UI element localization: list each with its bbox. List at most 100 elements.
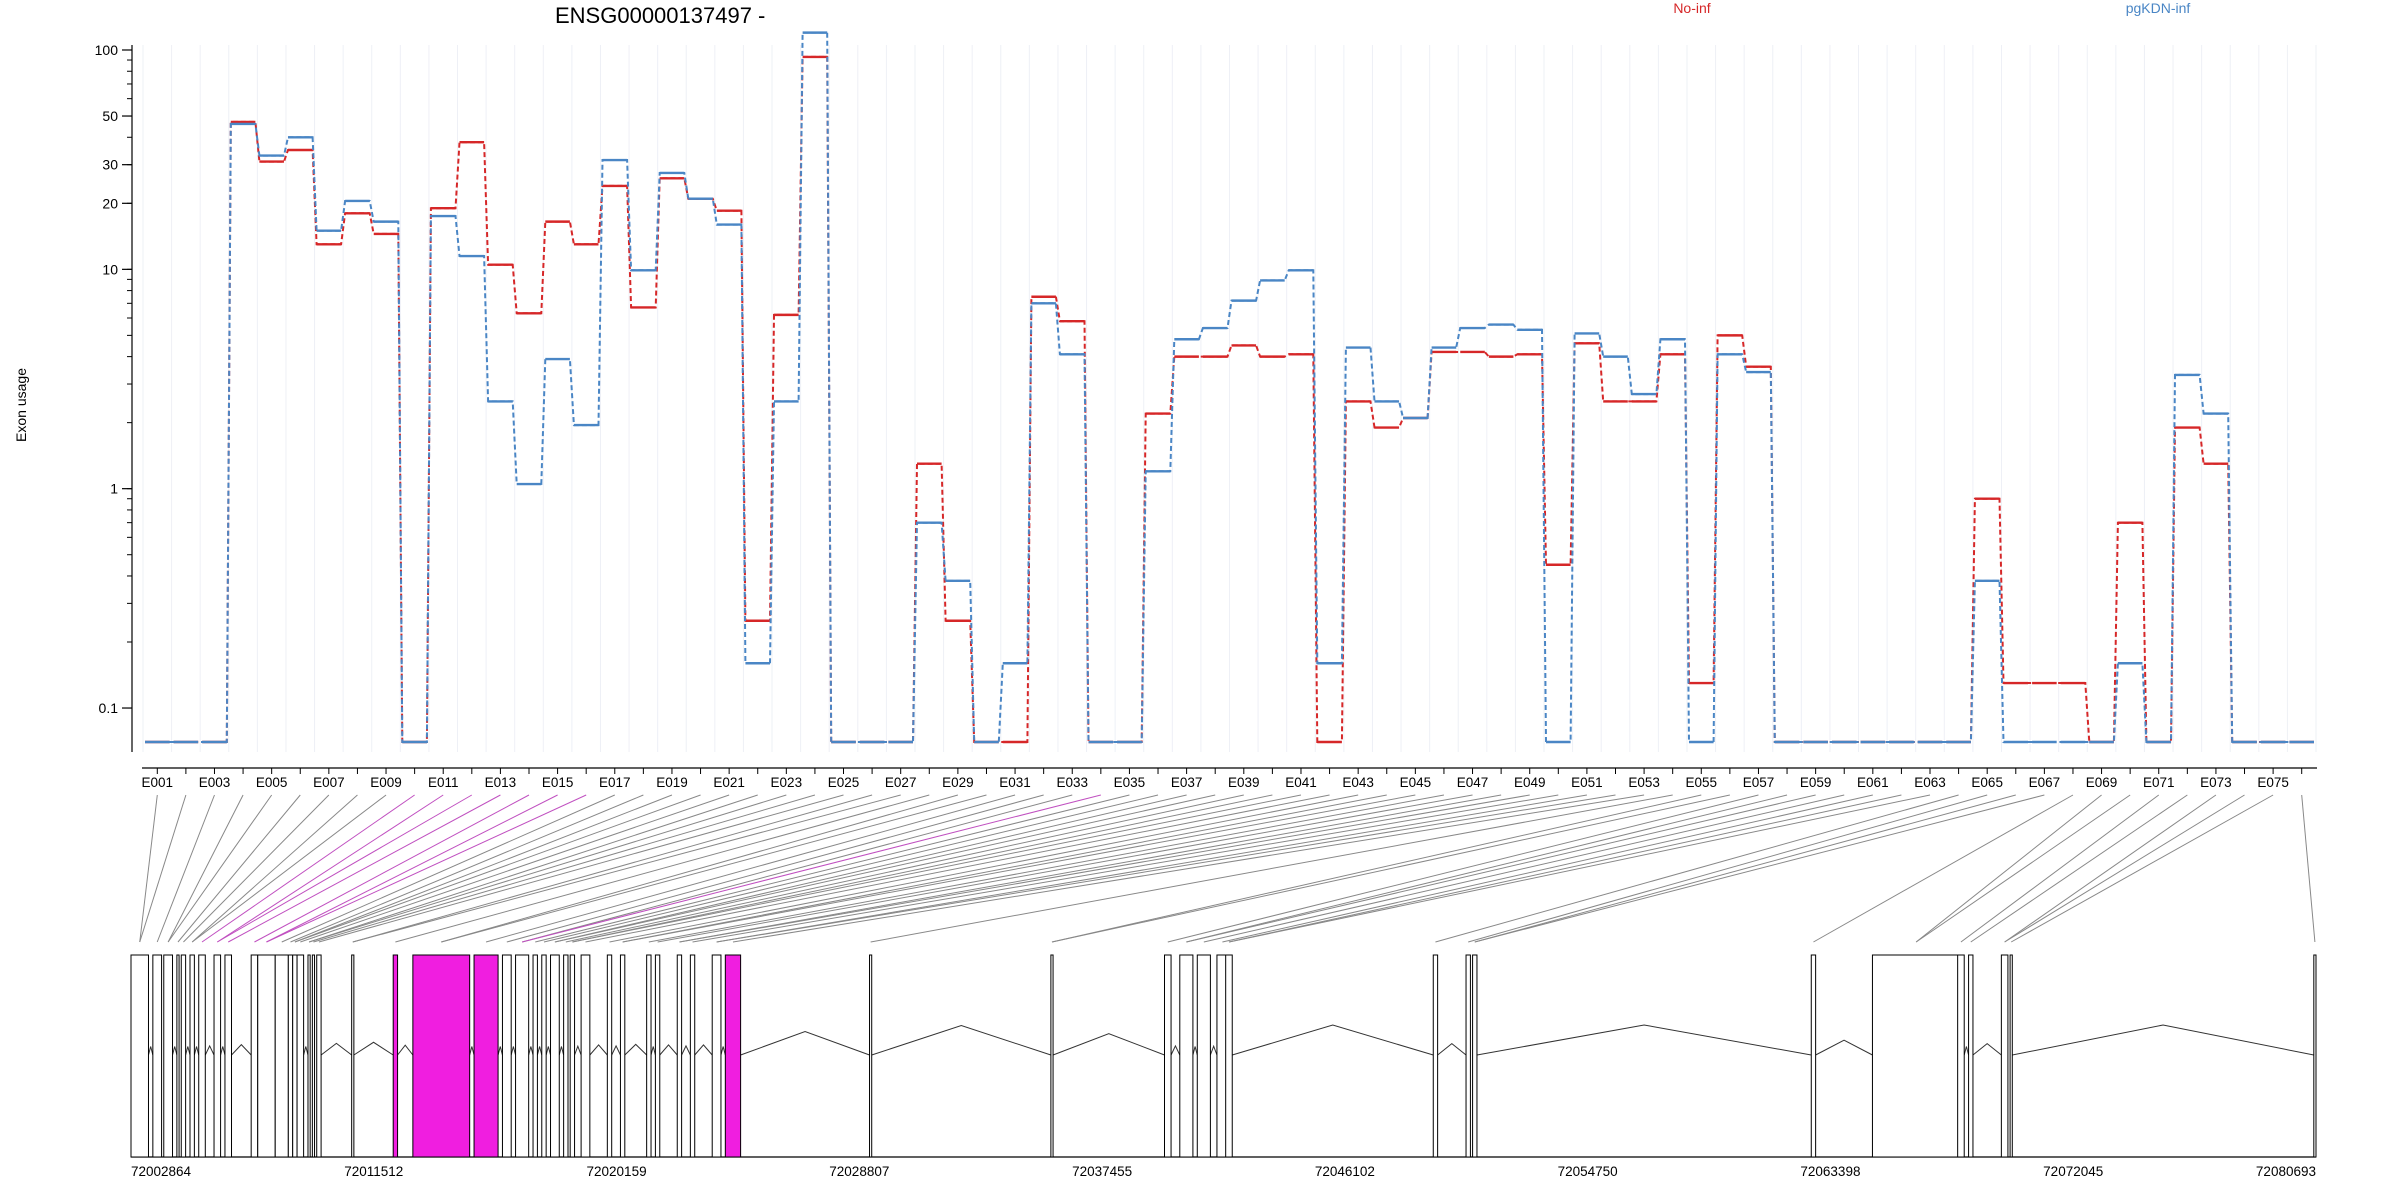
- exon-block: [296, 954, 305, 1158]
- x-tick-label: E061: [1857, 775, 1889, 790]
- intron: [1972, 1042, 2002, 1056]
- exon-connector: [622, 794, 1416, 943]
- exon-connector: [294, 794, 673, 943]
- exon-block: [287, 954, 294, 1158]
- x-tick-label: E015: [542, 775, 574, 790]
- exon-block: [2009, 954, 2013, 1158]
- exon-connector: [692, 794, 1559, 943]
- exon-block: [180, 954, 187, 1158]
- exon-block: [869, 954, 873, 1158]
- intron: [1437, 1042, 1467, 1056]
- exon-connector: [308, 794, 758, 943]
- y-tick-label: 30: [102, 157, 118, 173]
- exon-connector: [716, 794, 1616, 943]
- exon-block: [473, 954, 499, 1158]
- series-lines: [145, 31, 2314, 744]
- exon-block: [1179, 954, 1194, 1158]
- exon-block: [569, 954, 576, 1158]
- genomic-coordinates: 72002864 72011512 72020159 72028807 72037455…: [131, 1164, 2316, 1179]
- intron: [720, 1046, 726, 1056]
- x-tick-label: E055: [1686, 775, 1718, 790]
- x-tick-label: E007: [313, 775, 345, 790]
- exon-connector: [1186, 794, 1816, 943]
- exon-connector: [732, 794, 1645, 943]
- exon-connector: [2004, 794, 2217, 943]
- exon-connector: [521, 794, 1073, 943]
- exon-block: [1810, 954, 1817, 1158]
- x-tick-label: E027: [885, 775, 917, 790]
- exon-connector: [217, 794, 473, 943]
- intron: [545, 1046, 552, 1056]
- exon-connector: [870, 794, 1673, 943]
- exon-block: [163, 954, 174, 1158]
- exon-block: [292, 954, 298, 1158]
- exon-connector: [183, 794, 330, 943]
- x-tick-label: E073: [2200, 775, 2232, 790]
- exon-connector: [167, 794, 273, 943]
- intron: [659, 1044, 678, 1056]
- exon-connector: [290, 794, 644, 943]
- exon-block: [224, 954, 233, 1158]
- intron: [740, 1030, 870, 1056]
- exon-connector: [1222, 794, 1873, 943]
- x-tick-label: E025: [828, 775, 860, 790]
- y-axis-label: Exon usage: [13, 368, 29, 442]
- exon-block: [1164, 954, 1172, 1158]
- exon-connector: [565, 794, 1244, 943]
- exon-block: [130, 954, 149, 1158]
- exon-block: [606, 954, 613, 1158]
- x-tick-label: E075: [2257, 775, 2289, 790]
- x-tick-label: E035: [1114, 775, 1146, 790]
- exon-connector: [657, 794, 1473, 943]
- coordinate-label: 72028807: [829, 1164, 889, 1179]
- exon-block: [676, 954, 683, 1158]
- intron: [510, 1046, 517, 1056]
- y-tick-label: 50: [102, 108, 118, 124]
- exon-connector: [294, 794, 701, 943]
- exon-connector: [254, 794, 530, 943]
- exon-connector: [1970, 794, 2188, 943]
- y-tick-label: 1: [110, 481, 118, 497]
- intron: [1192, 1046, 1198, 1056]
- exon-connector: [572, 794, 1302, 943]
- intron: [469, 1046, 475, 1056]
- x-tick-label: E001: [142, 775, 174, 790]
- x-tick-label: E071: [2143, 775, 2175, 790]
- x-tick-label: E051: [1571, 775, 1603, 790]
- intron: [220, 1046, 226, 1056]
- intron: [1232, 1024, 1434, 1056]
- legend-no-inf: No-inf: [1673, 0, 1710, 16]
- intron: [1052, 1033, 1165, 1056]
- exon-connector: [395, 794, 930, 943]
- coordinate-label: 72054750: [1558, 1164, 1618, 1179]
- x-tick-label: E031: [999, 775, 1031, 790]
- y-tick-label: 20: [102, 195, 118, 211]
- x-tick-label: E053: [1628, 775, 1660, 790]
- exon-connector: [266, 794, 558, 943]
- exon-connector: [281, 794, 615, 943]
- intron: [147, 1046, 154, 1056]
- exon-block: [1871, 954, 1961, 1158]
- exon-connector: [300, 794, 730, 943]
- intron: [611, 1044, 621, 1056]
- exon-connector: [191, 794, 358, 943]
- coordinate-label: 72002864: [131, 1164, 192, 1179]
- x-tick-label: E005: [256, 775, 288, 790]
- exon-block: [351, 954, 355, 1158]
- exon-block: [176, 954, 180, 1158]
- intron: [320, 1042, 352, 1056]
- exon-connector: [139, 794, 158, 943]
- exon-tick-labels: E001 E003 E005 E007 E009 E011 E013 E015 E017 E019…: [142, 775, 2289, 790]
- exon-connector: [191, 794, 387, 943]
- x-tick-label: E019: [656, 775, 688, 790]
- coordinate-label: 72011512: [344, 1164, 403, 1179]
- exon-connector: [554, 794, 1187, 943]
- exon-connector: [622, 794, 1387, 943]
- x-tick-label: E003: [199, 775, 231, 790]
- exon-connector: [1228, 794, 1931, 943]
- exon-block: [311, 954, 316, 1158]
- coordinate-label: 72080693: [2256, 1164, 2316, 1179]
- intron: [397, 1044, 414, 1056]
- exon-block: [189, 954, 195, 1158]
